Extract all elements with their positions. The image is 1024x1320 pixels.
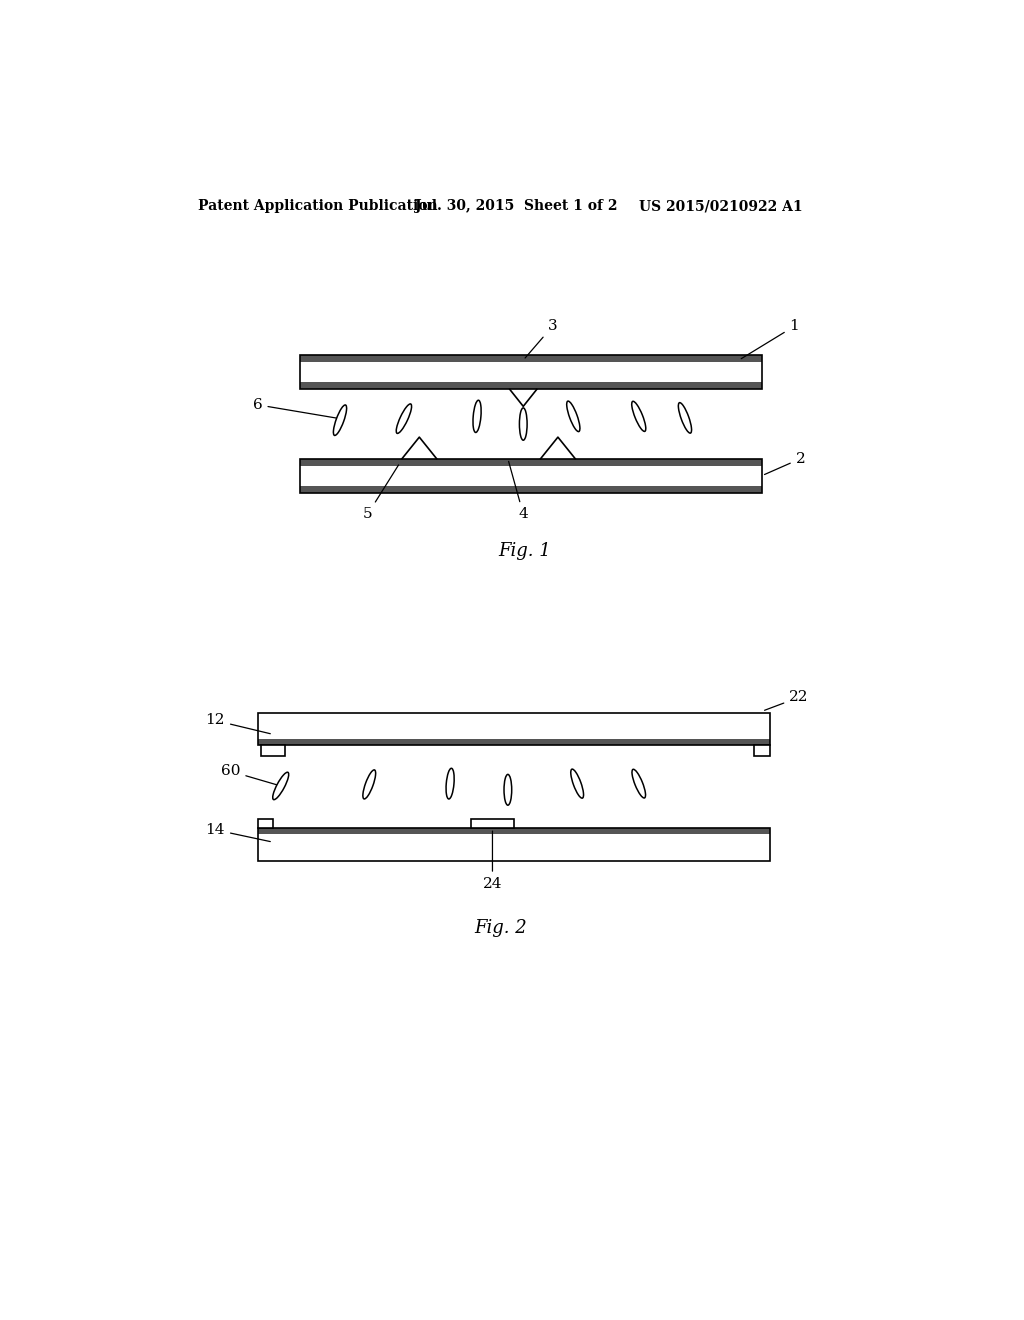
Bar — [258, 713, 770, 744]
Ellipse shape — [473, 400, 481, 433]
Bar — [258, 818, 273, 829]
Bar — [261, 744, 285, 756]
Bar — [300, 459, 762, 466]
Text: 5: 5 — [362, 465, 398, 521]
Bar — [258, 713, 770, 744]
Ellipse shape — [632, 770, 645, 799]
Bar — [258, 739, 770, 744]
Text: 60: 60 — [221, 764, 279, 785]
Bar — [300, 355, 762, 389]
Text: 6: 6 — [253, 397, 337, 418]
Text: Patent Application Publication: Patent Application Publication — [199, 199, 438, 213]
Bar — [258, 829, 770, 834]
Ellipse shape — [396, 404, 412, 433]
Ellipse shape — [504, 775, 512, 805]
Ellipse shape — [446, 768, 455, 799]
Bar — [755, 744, 770, 756]
Text: 2: 2 — [765, 451, 805, 474]
Bar — [300, 381, 762, 389]
Text: 4: 4 — [509, 462, 528, 521]
Text: 24: 24 — [482, 832, 502, 891]
Ellipse shape — [632, 401, 646, 432]
Text: 12: 12 — [206, 714, 270, 734]
Bar — [300, 355, 762, 389]
Text: 1: 1 — [741, 319, 799, 359]
Bar — [471, 818, 514, 829]
Bar — [258, 829, 770, 861]
Bar — [300, 459, 762, 494]
Bar — [300, 459, 762, 494]
Ellipse shape — [362, 770, 376, 799]
Bar — [258, 829, 770, 861]
Ellipse shape — [272, 772, 289, 800]
Ellipse shape — [519, 408, 527, 441]
Text: US 2015/0210922 A1: US 2015/0210922 A1 — [639, 199, 803, 213]
Text: 22: 22 — [765, 690, 809, 710]
Ellipse shape — [570, 770, 584, 799]
Text: Jul. 30, 2015  Sheet 1 of 2: Jul. 30, 2015 Sheet 1 of 2 — [416, 199, 617, 213]
Ellipse shape — [566, 401, 580, 432]
Text: Fig. 2: Fig. 2 — [474, 920, 526, 937]
Text: 14: 14 — [206, 822, 270, 842]
Text: 3: 3 — [525, 319, 557, 358]
Ellipse shape — [334, 405, 346, 436]
Bar — [300, 486, 762, 494]
Text: Fig. 1: Fig. 1 — [499, 543, 551, 560]
Bar — [300, 355, 762, 363]
Ellipse shape — [678, 403, 691, 433]
